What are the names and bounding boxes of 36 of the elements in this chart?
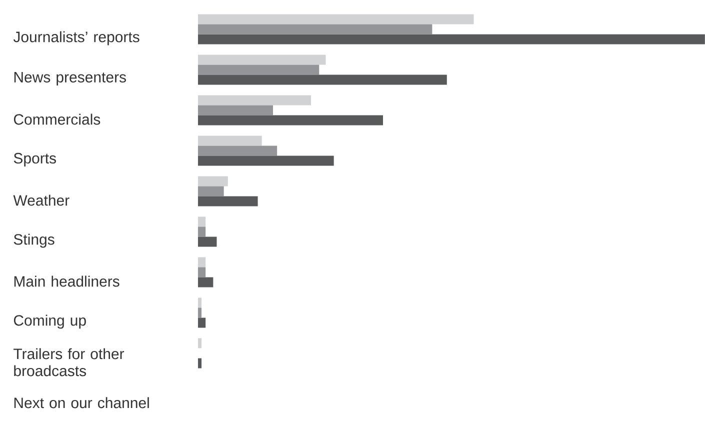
y-tick-label: Coming up bbox=[14, 314, 86, 329]
y-tick-label: Stings bbox=[14, 234, 54, 248]
bar bbox=[198, 267, 206, 278]
y-tick-label: Main headliners bbox=[14, 276, 120, 287]
bar bbox=[198, 186, 224, 196]
y-tick-label: Commercials bbox=[14, 114, 100, 125]
bar bbox=[198, 64, 320, 75]
bar bbox=[198, 34, 705, 44]
bar bbox=[198, 24, 432, 34]
bar bbox=[198, 257, 206, 268]
y-tick-label: Journalists’ reports bbox=[13, 31, 140, 46]
bar bbox=[198, 136, 262, 146]
bar bbox=[198, 14, 474, 24]
bar bbox=[198, 74, 447, 85]
bar bbox=[198, 226, 206, 237]
bar bbox=[198, 216, 206, 227]
bar bbox=[198, 318, 206, 328]
bar bbox=[198, 176, 228, 186]
y-tick-label: Trailers for other broadcasts bbox=[14, 348, 124, 376]
bar bbox=[198, 358, 202, 368]
bar bbox=[198, 277, 214, 288]
bar bbox=[198, 156, 334, 166]
bar bbox=[198, 54, 326, 65]
y-tick-label: Sports bbox=[14, 152, 56, 167]
y-tick-label: Weather bbox=[13, 194, 70, 206]
y-tick-label: Next on our channel bbox=[14, 397, 149, 408]
bar bbox=[198, 298, 202, 308]
bar bbox=[198, 115, 384, 126]
bar bbox=[198, 308, 202, 318]
bar bbox=[198, 196, 258, 206]
bar bbox=[198, 95, 312, 106]
bar bbox=[198, 146, 278, 156]
y-tick-label: News presenters bbox=[14, 72, 126, 86]
bar bbox=[198, 105, 273, 116]
bar bbox=[198, 236, 217, 247]
bar bbox=[198, 338, 202, 348]
